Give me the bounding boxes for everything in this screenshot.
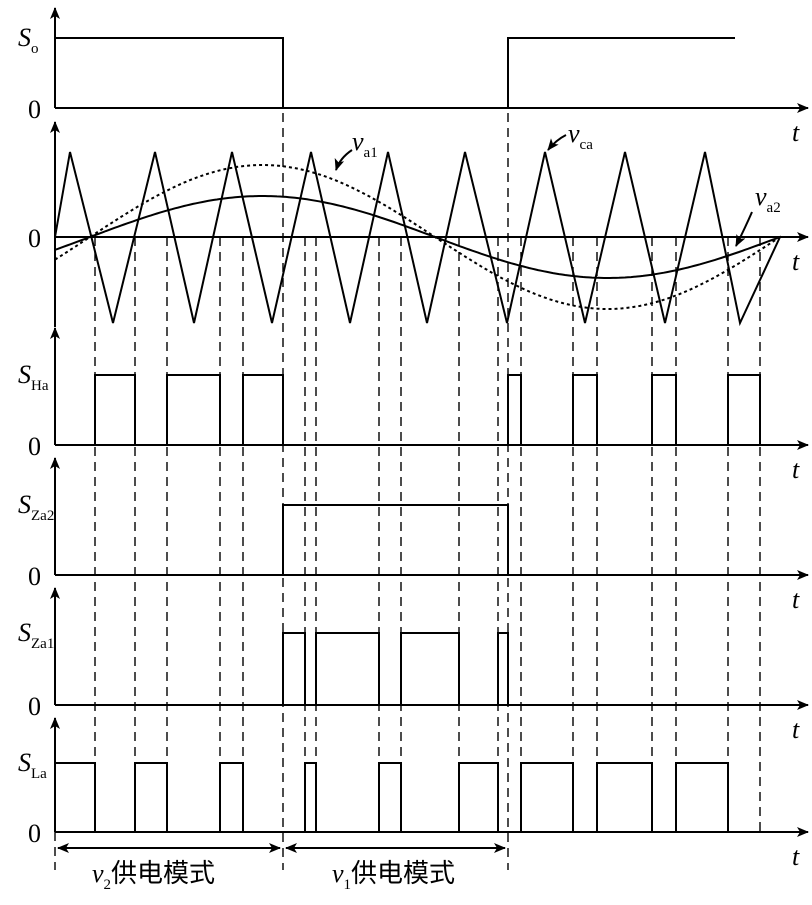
mode-text: 供电模式	[351, 859, 455, 888]
pulse	[520, 762, 574, 832]
pulse	[458, 762, 499, 832]
pulse	[166, 374, 221, 445]
pulse	[55, 37, 284, 108]
subscript: 2	[104, 877, 112, 893]
pulse	[497, 632, 509, 705]
axis-label: t	[792, 585, 800, 614]
subscript: Ha	[31, 378, 49, 394]
mode-label: v1供电模式	[332, 859, 455, 893]
pulse	[315, 632, 380, 705]
signal-label: SHa	[18, 360, 49, 394]
pulse	[507, 37, 735, 108]
pulse	[55, 762, 96, 832]
axis-label: t	[792, 842, 800, 871]
pulse	[572, 374, 598, 445]
pulse	[378, 762, 402, 832]
subscript: 1	[344, 877, 352, 893]
pulse	[134, 762, 168, 832]
pointer	[334, 149, 353, 171]
subscript: o	[31, 41, 39, 57]
symbol: v	[755, 182, 767, 211]
curve-label: va2	[755, 182, 781, 216]
zero-label: 0	[28, 432, 41, 461]
curve-label: vca	[568, 119, 593, 153]
pulse	[507, 374, 522, 445]
pulse	[304, 762, 317, 832]
subscript: a1	[364, 145, 378, 161]
axis-label: t	[792, 247, 800, 276]
symbol: v	[568, 119, 580, 148]
signal-label: So	[18, 23, 39, 57]
pulse	[282, 504, 509, 575]
pulse	[727, 374, 761, 445]
pulse	[675, 762, 729, 832]
subscript: Za2	[31, 508, 54, 524]
symbol: S	[18, 748, 31, 777]
axis-label: t	[792, 455, 800, 484]
pulse	[242, 374, 284, 445]
symbol: v	[92, 859, 104, 888]
symbol: v	[332, 859, 344, 888]
carrier	[54, 151, 781, 327]
pointer	[547, 134, 567, 151]
reference-a1	[54, 195, 782, 279]
axis-label: t	[792, 715, 800, 744]
subscript: a2	[767, 200, 781, 216]
zero-label: 0	[28, 224, 41, 253]
signal-label: SZa2	[18, 490, 54, 524]
zero-label: 0	[28, 95, 41, 124]
pulse	[282, 632, 306, 705]
pointer	[735, 211, 753, 247]
pulse	[400, 632, 460, 705]
symbol: S	[18, 490, 31, 519]
zero-label: 0	[28, 692, 41, 721]
symbol: v	[352, 127, 364, 156]
zero-label: 0	[28, 819, 41, 848]
axis-label: t	[792, 118, 800, 147]
subscript: ca	[580, 137, 594, 153]
pulse	[651, 374, 677, 445]
pulse	[596, 762, 653, 832]
pulse	[94, 374, 136, 445]
mode-text: 供电模式	[111, 859, 215, 888]
mode-label: v2供电模式	[92, 859, 215, 893]
subscript: La	[31, 766, 47, 782]
signal-label: SLa	[18, 748, 47, 782]
pulse	[219, 762, 244, 832]
zero-label: 0	[28, 562, 41, 591]
symbol: S	[18, 618, 31, 647]
signal-label: SZa1	[18, 618, 54, 652]
curve-label: va1	[352, 127, 378, 161]
symbol: S	[18, 360, 31, 389]
symbol: S	[18, 23, 31, 52]
subscript: Za1	[31, 636, 54, 652]
